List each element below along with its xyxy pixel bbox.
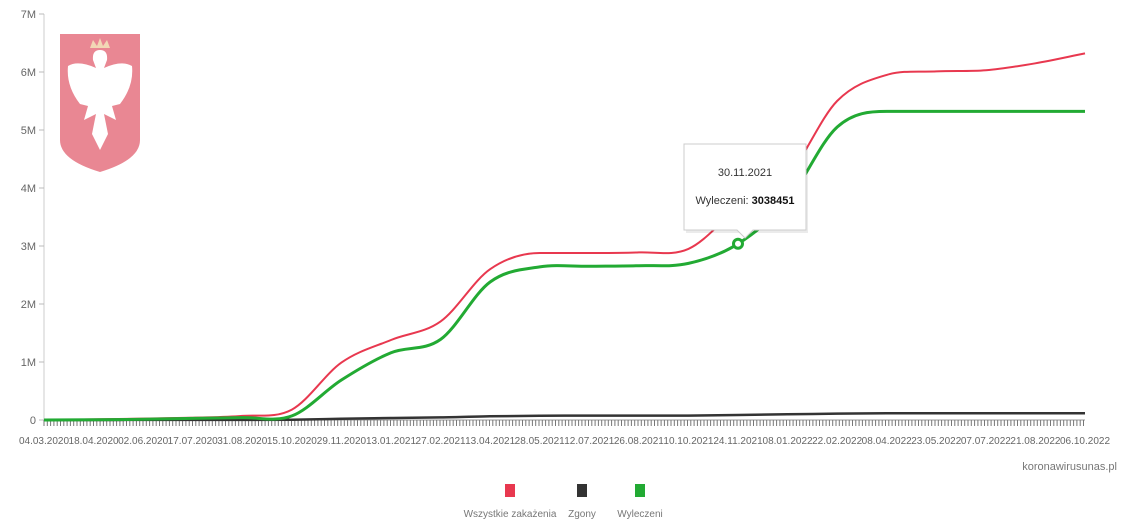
x-tick-label: 24.11.2021 <box>713 436 763 447</box>
legend-label-1[interactable]: Wszystkie zakażenia <box>464 509 557 520</box>
legend-label-3[interactable]: Wyleczeni <box>617 509 662 520</box>
white-eagle-icon <box>67 50 133 150</box>
x-tick-label: 04.03.2020 <box>19 436 69 447</box>
tooltip-value: 3038451 <box>752 195 795 207</box>
hover-point-marker[interactable] <box>732 237 744 250</box>
y-tick-label: 5M <box>21 125 36 137</box>
x-tick-label: 13.01.2021 <box>366 436 416 447</box>
tooltip-label: Wyleczeni: <box>696 195 752 207</box>
y-tick-label: 3M <box>21 241 36 253</box>
tooltip-date: 30.11.2021 <box>718 167 772 179</box>
series-layer <box>43 52 1086 422</box>
legend: Wszystkie zakażenia Zgony Wyleczeni <box>464 484 663 520</box>
legend-swatch-1[interactable] <box>505 484 515 497</box>
x-tick-label: 22.02.2022 <box>812 436 862 447</box>
y-axis: 0 1M 2M 3M 4M 5M 6M 7M <box>21 9 45 427</box>
x-tick-label: 31.08.2020 <box>217 436 267 447</box>
x-axis: 04.03.2020 18.04.2020 02.06.2020 17.07.2020… <box>19 419 1110 447</box>
coat-of-arms-logo <box>60 34 140 172</box>
x-tick-label: 27.02.2021 <box>416 436 466 447</box>
series-line-1[interactable] <box>43 52 1086 421</box>
y-tick-label: 7M <box>21 9 36 21</box>
crown-icon <box>90 38 110 48</box>
legend-label-2[interactable]: Zgony <box>568 509 596 520</box>
x-tick-label: 08.04.2022 <box>862 436 912 447</box>
x-tick-label: 23.05.2022 <box>911 436 961 447</box>
legend-swatch-3[interactable] <box>635 484 645 497</box>
y-tick-label: 1M <box>21 357 36 369</box>
x-tick-label: 28.05.2021 <box>515 436 565 447</box>
y-tick-label: 2M <box>21 299 36 311</box>
chart-credit[interactable]: koronawirusunas.pl <box>1022 461 1117 473</box>
x-tick-label: 26.08.2021 <box>614 436 664 447</box>
y-tick-label: 4M <box>21 183 36 195</box>
series-line-3[interactable] <box>43 109 1085 422</box>
x-tick-label: 15.10.2020 <box>267 436 317 447</box>
x-tick-label: 12.07.2021 <box>564 436 614 447</box>
x-tick-label: 18.04.2020 <box>69 436 119 447</box>
y-tick-label: 6M <box>21 67 36 79</box>
x-tick-marks <box>43 420 1084 426</box>
tooltip-box <box>683 143 807 239</box>
legend-swatch-2[interactable] <box>577 484 587 497</box>
x-tick-label: 07.07.2022 <box>961 436 1011 447</box>
x-tick-label: 29.11.2020 <box>317 436 367 447</box>
series-line-2[interactable] <box>43 411 1085 422</box>
x-tick-label: 02.06.2020 <box>118 436 168 447</box>
x-tick-label: 06.10.2022 <box>1060 436 1110 447</box>
x-tick-label: 08.01.2022 <box>763 436 813 447</box>
y-tick-label: 0 <box>30 415 36 427</box>
tooltip: 30.11.2021 Wyleczeni: 3038451 <box>683 143 808 250</box>
x-tick-label: 13.04.2021 <box>465 436 515 447</box>
x-tick-label: 10.10.2021 <box>663 436 713 447</box>
x-tick-label: 21.08.2022 <box>1010 436 1060 447</box>
x-tick-label: 17.07.2020 <box>168 436 218 447</box>
tooltip-line: Wyleczeni: 3038451 <box>696 195 795 207</box>
